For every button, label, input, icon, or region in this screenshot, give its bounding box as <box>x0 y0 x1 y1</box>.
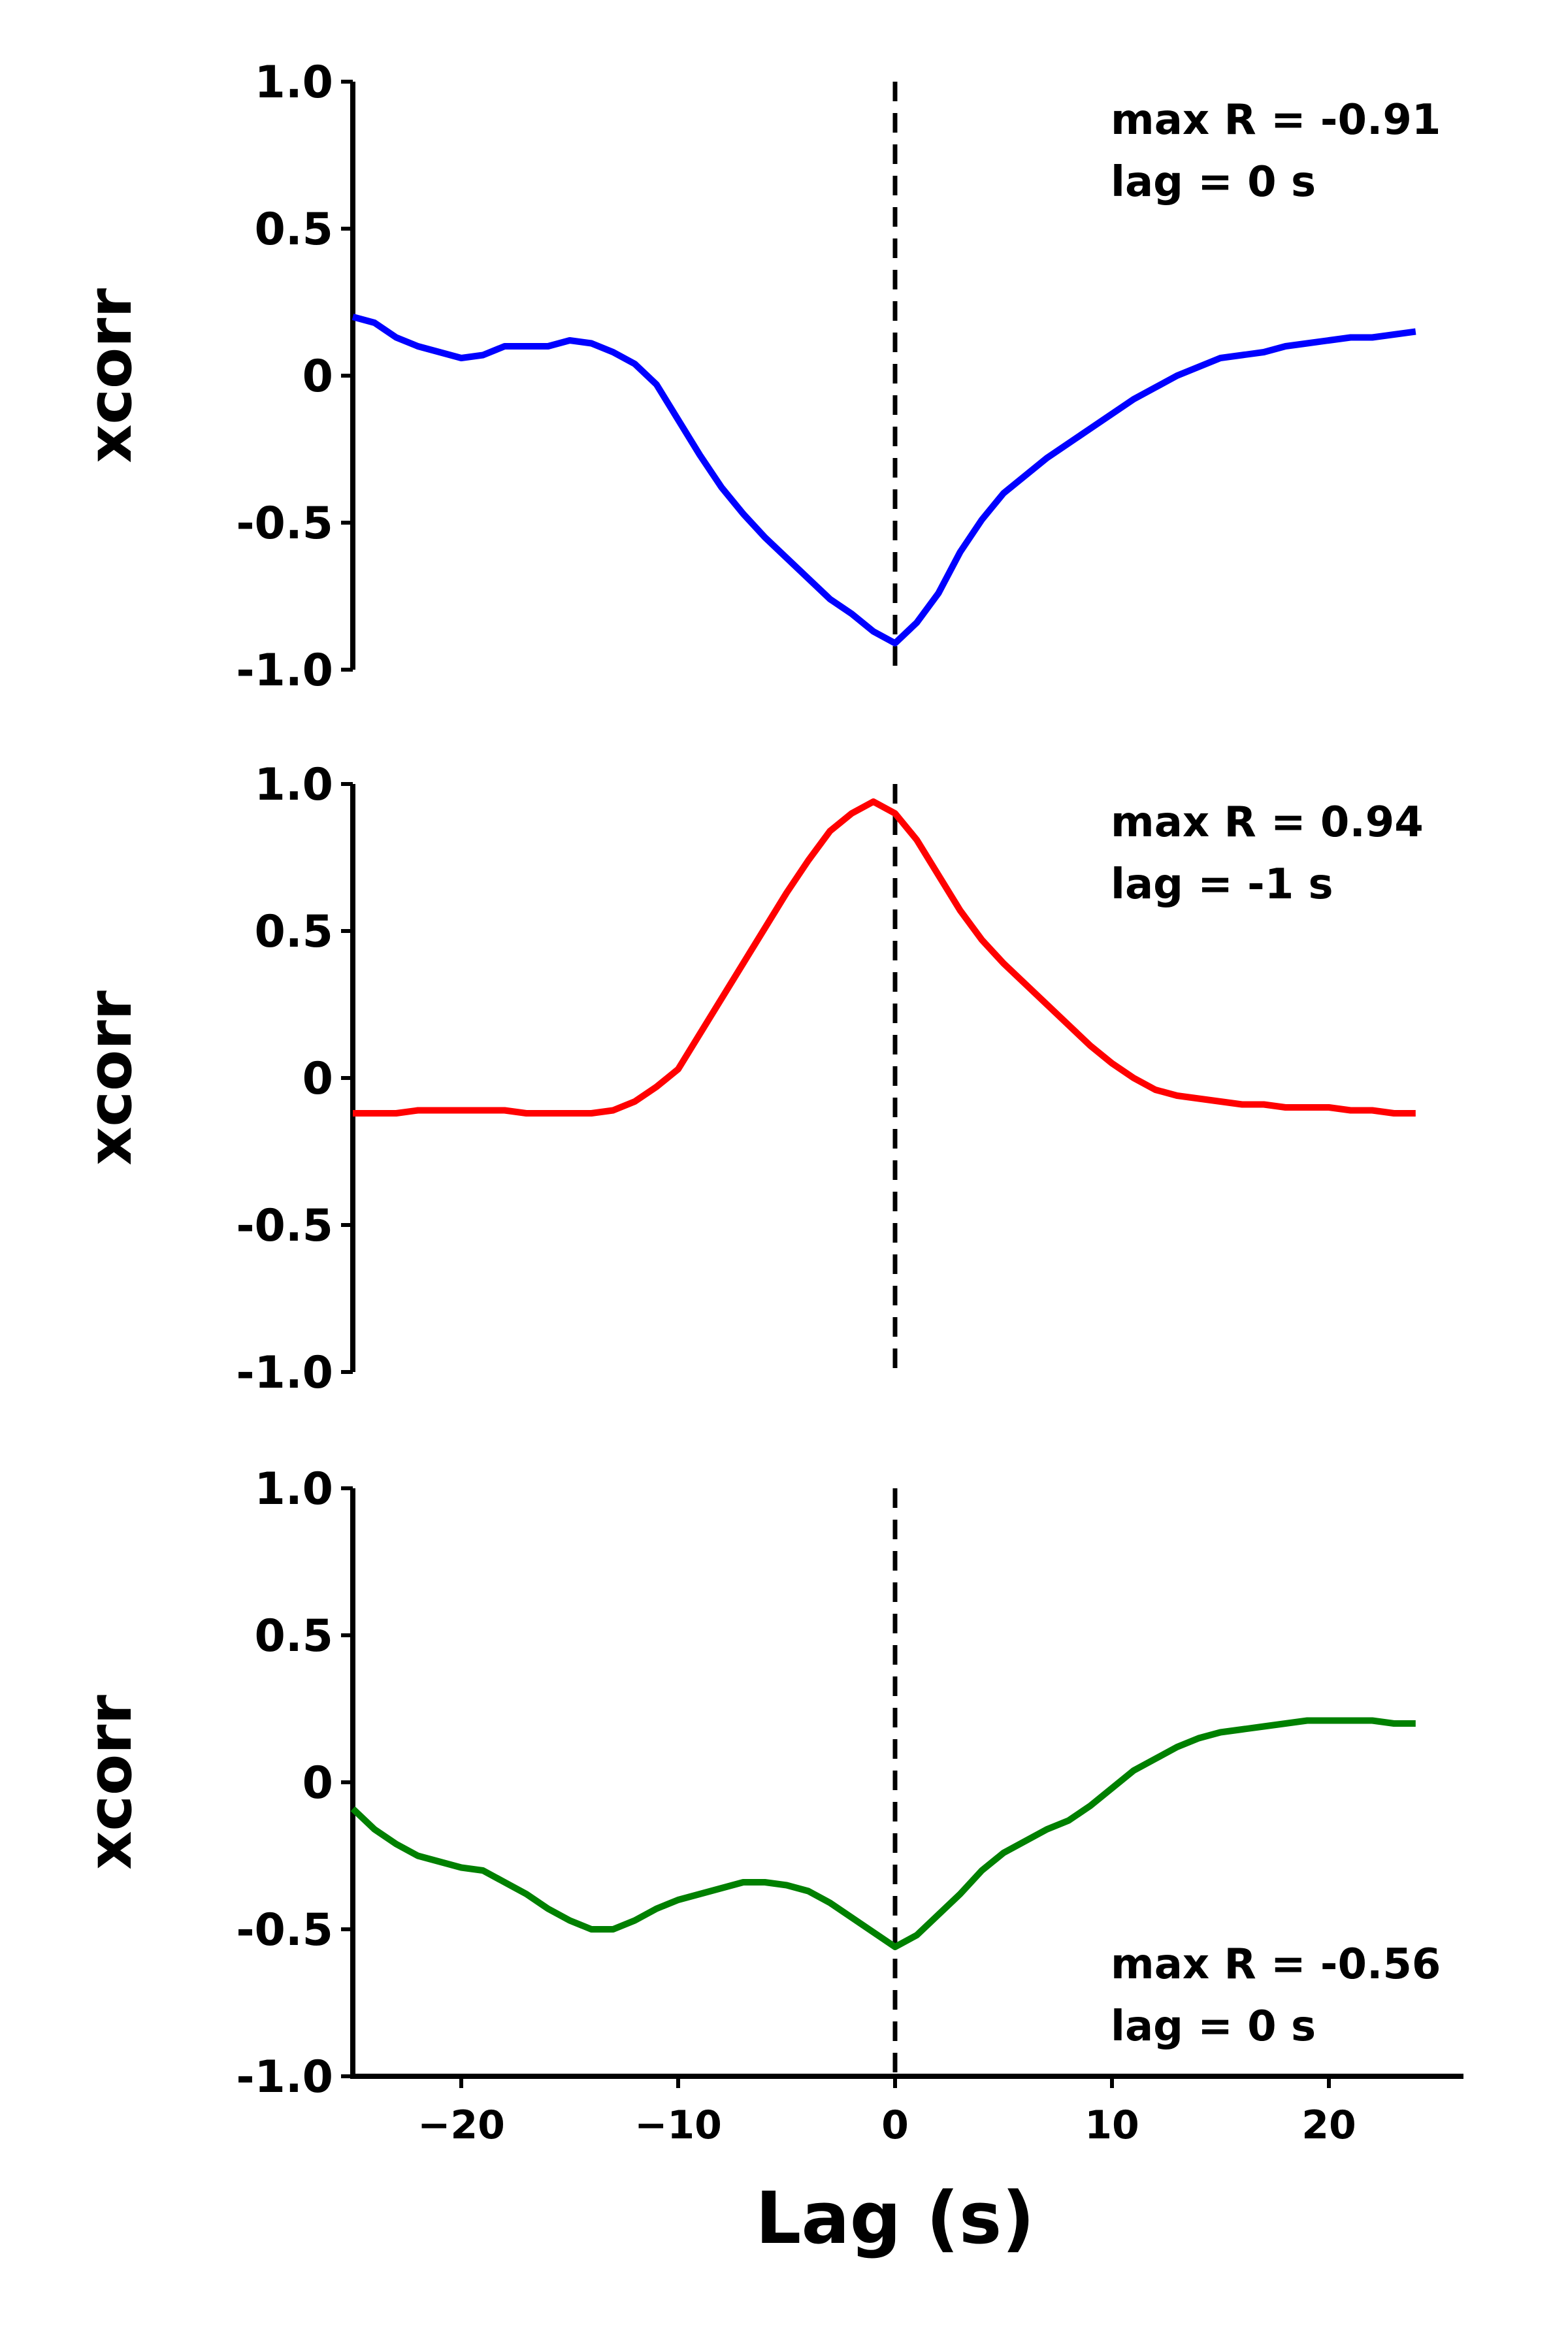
max-r-annotation: max R = -0.56 <box>1111 1940 1441 1989</box>
y-tick-label: 0 <box>302 1053 333 1105</box>
x-tick-label: 20 <box>1301 2102 1356 2148</box>
y-tick-label: 0 <box>302 1757 333 1809</box>
y-tick-label: -1.0 <box>236 1347 333 1399</box>
x-tick-label: 0 <box>881 2102 909 2148</box>
y-tick-label: 1.0 <box>255 1463 333 1515</box>
xcorr-series-line <box>353 798 1416 1117</box>
lag-annotation: lag = 0 s <box>1111 158 1316 206</box>
max-r-annotation: max R = -0.91 <box>1111 96 1441 144</box>
x-axis-label: Lag (s) <box>755 2176 1034 2260</box>
y-tick-label: 1.0 <box>255 57 333 108</box>
y-axis-label: xcorr <box>75 990 145 1165</box>
y-tick-label: -1.0 <box>236 645 333 696</box>
y-tick-label: -1.0 <box>236 2051 333 2103</box>
y-tick-label: 0.5 <box>255 1610 333 1662</box>
x-tick-label: −10 <box>634 2102 722 2148</box>
y-tick-label: 0 <box>302 351 333 402</box>
y-tick-label: 0.5 <box>255 906 333 958</box>
x-tick-label: 10 <box>1085 2102 1139 2148</box>
y-tick-label: 0.5 <box>255 204 333 255</box>
xcorr-series-line <box>350 1717 1416 1950</box>
y-axis-label: xcorr <box>75 1694 145 1869</box>
y-tick-label: 1.0 <box>255 759 333 811</box>
max-r-annotation: max R = 0.94 <box>1111 798 1424 847</box>
y-tick-label: -0.5 <box>236 1904 333 1956</box>
y-tick-label: -0.5 <box>236 1200 333 1252</box>
lag-annotation: lag = -1 s <box>1111 860 1333 909</box>
lag-annotation: lag = 0 s <box>1111 2002 1316 2051</box>
x-tick-label: −20 <box>417 2102 505 2148</box>
xcorr-series-line <box>351 314 1416 647</box>
y-tick-label: -0.5 <box>236 498 333 549</box>
y-axis-label: xcorr <box>75 287 145 463</box>
